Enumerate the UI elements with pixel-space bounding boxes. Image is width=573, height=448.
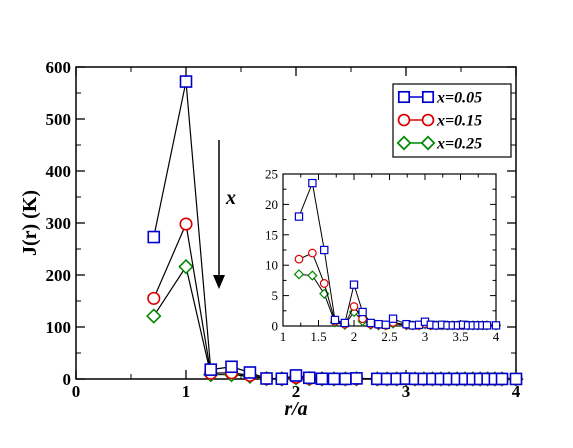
data-point (225, 360, 238, 374)
inset-series-x=0.05 (294, 178, 501, 330)
inset-data-point (349, 280, 359, 289)
data-point (315, 372, 329, 386)
inset-data-point (294, 212, 304, 221)
inset-data-point (349, 302, 359, 311)
data-point (350, 372, 363, 385)
inset-x-tick-label: 1.5 (310, 329, 326, 344)
inset-data-point (294, 254, 304, 264)
inset-x-tick-label: 1 (280, 329, 287, 344)
legend-item: x=0.15 (397, 113, 482, 130)
inset-data-point (482, 321, 492, 330)
legend-marker (421, 90, 435, 104)
legend-label: x=0.15 (436, 113, 482, 130)
inset-data-point (381, 320, 391, 329)
inset-x-tick-label: 3 (422, 329, 429, 344)
legend-marker (420, 135, 436, 151)
main-series (146, 75, 524, 387)
inset-y-tick-label: 15 (265, 227, 278, 242)
data-point (146, 308, 162, 324)
inset-y-tick-label: 10 (265, 258, 278, 273)
inset-x-tick-label: 2.5 (381, 329, 397, 344)
data-point (303, 371, 316, 385)
inset-data-point (366, 318, 375, 328)
series-x=0.05 (147, 75, 523, 386)
x-tick-label: 3 (402, 382, 411, 401)
data-point (327, 372, 341, 386)
inset-data-point (307, 270, 318, 281)
legend-item: x=0.25 (396, 135, 482, 153)
x-tick-label: 1 (182, 382, 191, 401)
legend-box (392, 83, 512, 158)
y-tick-label: 500 (46, 110, 72, 129)
x-axis-title: r/a (284, 398, 307, 420)
legend-label: x=0.25 (436, 136, 482, 153)
inset-series (293, 178, 502, 331)
inset-data-point (374, 319, 383, 329)
legend-marker (397, 90, 411, 104)
inset-y-tick-label: 20 (265, 197, 278, 212)
x-tick-label: 4 (512, 382, 521, 401)
y-axis-title: J(r) (K) (19, 190, 41, 256)
legend: x=0.05 x=0.15 x=0.25 (392, 83, 512, 158)
data-point (204, 363, 218, 376)
inset-data-point (358, 307, 367, 317)
data-point (260, 372, 273, 385)
inset-data-point (319, 279, 329, 288)
inset-data-point (330, 315, 340, 325)
inset-data-point (320, 245, 329, 255)
legend-label: x=0.05 (436, 90, 482, 107)
inset-axis-ticks: 1 1.5 2 2.5 3 3.5 4 0 5 10 15 20 25 (265, 167, 500, 345)
inset-data-point (308, 178, 317, 188)
legend-marker (421, 113, 435, 127)
data-point (179, 217, 193, 231)
data-point (147, 291, 161, 305)
inset-data-point (491, 321, 501, 330)
data-point (509, 372, 523, 386)
data-point (243, 366, 257, 379)
x-tick-label: 2 (292, 382, 301, 401)
legend-marker (396, 135, 412, 151)
inset-y-tick-label: 25 (265, 167, 278, 182)
y-tick-label: 300 (46, 214, 72, 233)
inset-data-point (388, 314, 398, 323)
inset-data-point (308, 248, 317, 258)
legend-marker (397, 113, 411, 127)
y-tick-label: 200 (46, 266, 72, 285)
y-tick-label: 600 (46, 58, 72, 77)
inset-plot: 1 1.5 2 2.5 3 3.5 4 0 5 10 15 20 25 (265, 167, 502, 345)
y-tick-label: 100 (46, 318, 72, 337)
y-tick-label: 0 (63, 370, 72, 389)
data-point (495, 372, 509, 386)
legend-item: x=0.05 (397, 90, 482, 107)
inset-y-tick-label: 5 (272, 288, 279, 303)
trend-annotation: x (225, 187, 236, 209)
trend-arrowhead (213, 275, 225, 289)
inset-y-tick-label: 0 (272, 319, 279, 334)
data-point (289, 369, 303, 382)
inset-frame (282, 173, 497, 327)
inset-x-tick-label: 4 (493, 329, 500, 344)
inset-x-tick-label: 2 (351, 329, 358, 344)
y-tick-label: 400 (46, 162, 72, 181)
inset-data-point (293, 269, 305, 280)
x-tick-label: 0 (72, 382, 81, 401)
data-point (178, 258, 194, 275)
data-point (179, 75, 193, 88)
data-point (275, 372, 289, 386)
data-point (339, 372, 352, 386)
data-point (147, 230, 161, 244)
inset-data-point (340, 318, 350, 328)
inset-x-tick-label: 3.5 (452, 329, 468, 344)
